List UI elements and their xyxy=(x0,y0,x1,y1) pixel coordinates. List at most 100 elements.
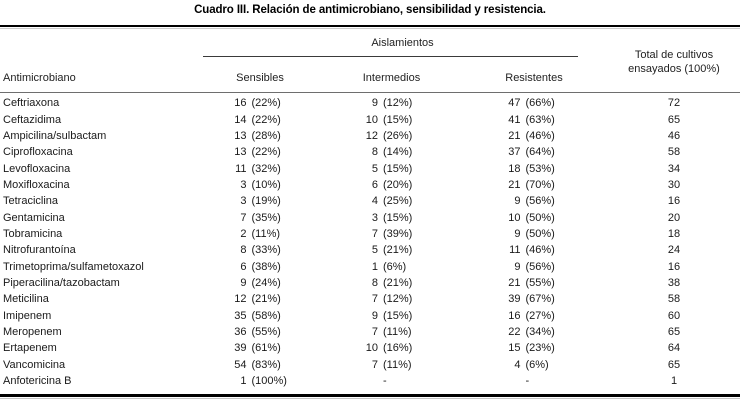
resistentes-percent: (64%) xyxy=(525,146,555,159)
sensibles-percent: (35%) xyxy=(251,211,281,224)
table-row: Trimetoprima/sulfametoxazol 6 (38%) 1 (6… xyxy=(0,258,740,274)
table-row: Tetraciclina 3 (19%) 4 (25%) 9 (56%) 16 xyxy=(0,193,740,209)
resistentes-cell: 15 (23%) xyxy=(460,342,608,354)
sensibles-count: 16 xyxy=(234,97,247,110)
sensibles-cell: 16 (22%) xyxy=(197,97,323,109)
sensibles-count: 9 xyxy=(240,276,247,289)
column-header-total-line1: Total de cultivos xyxy=(634,49,714,61)
sensibles-count: 35 xyxy=(234,309,247,322)
intermedios-cell: 5 (15%) xyxy=(323,163,460,175)
sensibles-percent: (28%) xyxy=(251,129,281,142)
resistentes-cell: 21 (46%) xyxy=(460,130,608,142)
resistentes-percent: (50%) xyxy=(525,227,555,240)
sensibles-percent: (24%) xyxy=(251,276,281,289)
resistentes-count: 9 xyxy=(514,260,521,273)
sensibles-percent: (22%) xyxy=(251,146,281,159)
resistentes-count: 41 xyxy=(508,113,521,126)
intermedios-count: 7 xyxy=(371,325,378,338)
total-cultures: 65 xyxy=(667,113,681,126)
intermedios-cell: 5 (21%) xyxy=(323,244,460,256)
total-cultures: 30 xyxy=(667,178,681,191)
resistentes-percent: (63%) xyxy=(525,113,555,126)
column-header-sensibles: Sensibles xyxy=(236,72,284,84)
resistentes-cell: 10 (50%) xyxy=(460,212,608,224)
sensibles-percent: (100%) xyxy=(251,375,287,388)
intermedios-cell: 7 (12%) xyxy=(323,293,460,305)
antimicrobial-name: Levofloxacina xyxy=(3,162,71,175)
sensibles-cell: 39 (61%) xyxy=(197,342,323,354)
total-cultures: 65 xyxy=(667,325,681,338)
intermedios-cell: 6 (20%) xyxy=(323,179,460,191)
intermedios-cell: 7 (11%) xyxy=(323,326,460,338)
group-header-aislamientos: Aislamientos xyxy=(371,37,434,49)
intermedios-percent: (21%) xyxy=(383,276,413,289)
table-row: Ceftriaxona 16 (22%) 9 (12%) 47 (66%) 72 xyxy=(0,95,740,111)
antimicrobial-name: Ciprofloxacina xyxy=(3,146,73,159)
sensibles-count: 3 xyxy=(240,195,247,208)
total-cultures: 18 xyxy=(667,227,681,240)
intermedios-count: 8 xyxy=(371,146,378,159)
sensibles-cell: 12 (21%) xyxy=(197,293,323,305)
resistentes-percent: (23%) xyxy=(525,342,555,355)
sensibles-cell: 36 (55%) xyxy=(197,326,323,338)
sensibles-percent: (22%) xyxy=(251,97,281,110)
intermedios-count: 5 xyxy=(371,244,378,257)
intermedios-percent: (14%) xyxy=(383,146,413,159)
sensibles-percent: (10%) xyxy=(251,178,281,191)
sensibles-cell: 13 (28%) xyxy=(197,130,323,142)
antimicrobial-name: Ceftazidima xyxy=(3,113,62,126)
intermedios-percent: (11%) xyxy=(383,358,412,371)
intermedios-count: 1 xyxy=(371,260,378,273)
intermedios-count: 12 xyxy=(365,129,378,142)
total-cultures: 34 xyxy=(667,162,681,175)
sensibles-count: 6 xyxy=(240,260,247,273)
intermedios-percent: (39%) xyxy=(383,227,413,240)
sensibles-cell: 2 (11%) xyxy=(197,228,323,240)
sensibles-count: 8 xyxy=(240,244,247,257)
sensibles-percent: (19%) xyxy=(251,195,281,208)
resistentes-count: 39 xyxy=(508,293,521,306)
antimicrobial-name: Tetraciclina xyxy=(3,195,59,208)
table-row: Anfotericina B 1 (100%) - - 1 xyxy=(0,373,740,389)
intermedios-cell: 3 (15%) xyxy=(323,212,460,224)
sensibles-percent: (83%) xyxy=(251,358,281,371)
intermedios-percent: (11%) xyxy=(383,325,412,338)
intermedios-percent: (12%) xyxy=(383,293,413,306)
sensibles-cell: 8 (33%) xyxy=(197,244,323,256)
table-row: Ampicilina/sulbactam 13 (28%) 12 (26%) 2… xyxy=(0,128,740,144)
intermedios-percent: (20%) xyxy=(383,178,413,191)
resistentes-cell: 37 (64%) xyxy=(460,146,608,158)
resistentes-count: 9 xyxy=(514,195,521,208)
total-cultures: 16 xyxy=(667,260,681,273)
sensibles-cell: 3 (19%) xyxy=(197,195,323,207)
sensibles-cell: 14 (22%) xyxy=(197,114,323,126)
bottom-border-rule xyxy=(0,394,740,397)
total-cultures: 20 xyxy=(667,211,681,224)
antimicrobial-name: Ampicilina/sulbactam xyxy=(3,129,107,142)
sensibles-percent: (58%) xyxy=(251,309,281,322)
bottom-border-shadow xyxy=(0,398,740,399)
intermedios-percent: (15%) xyxy=(383,162,413,175)
resistentes-cell: 21 (55%) xyxy=(460,277,608,289)
column-header-resistentes: Resistentes xyxy=(505,72,563,84)
total-cultures: 16 xyxy=(667,195,681,208)
table-body: Ceftriaxona 16 (22%) 9 (12%) 47 (66%) 72… xyxy=(0,95,740,389)
antimicrobial-name: Moxifloxacina xyxy=(3,178,70,191)
intermedios-cell: 8 (14%) xyxy=(323,146,460,158)
antimicrobial-name: Vancomicina xyxy=(3,358,66,371)
resistentes-cell: 22 (34%) xyxy=(460,326,608,338)
resistentes-cell: 9 (56%) xyxy=(460,195,608,207)
antimicrobial-name: Nitrofurantoína xyxy=(3,244,76,257)
header-separator-rule xyxy=(0,92,740,93)
intermedios-cell: 9 (15%) xyxy=(323,310,460,322)
table-title: Cuadro III. Relación de antimicrobiano, … xyxy=(194,4,546,16)
resistentes-count: 4 xyxy=(514,358,521,371)
sensibles-count: 11 xyxy=(235,162,247,175)
sensibles-cell: 54 (83%) xyxy=(197,359,323,371)
table-row: Nitrofurantoína 8 (33%) 5 (21%) 11 (46%)… xyxy=(0,242,740,258)
total-cultures: 65 xyxy=(667,358,681,371)
antimicrobial-name: Imipenem xyxy=(3,309,52,322)
total-cultures: 1 xyxy=(670,375,678,388)
intermedios-count: 10 xyxy=(365,113,378,126)
total-cultures: 60 xyxy=(667,309,681,322)
